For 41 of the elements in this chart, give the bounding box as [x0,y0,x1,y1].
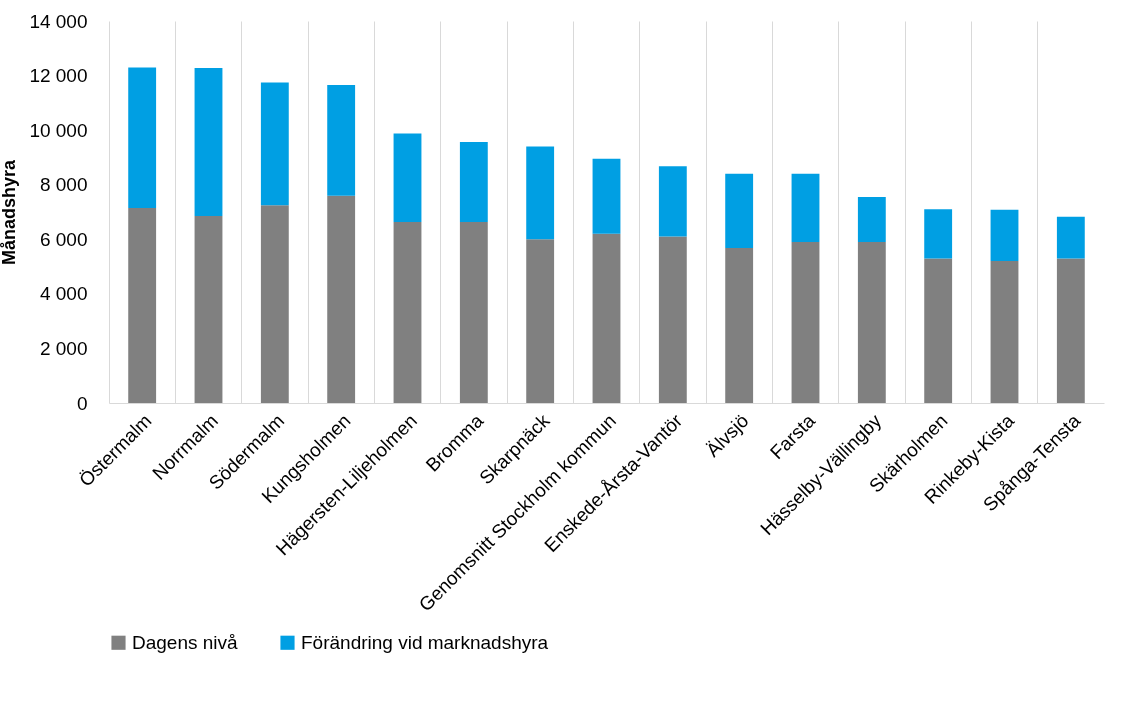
bar [725,248,754,403]
bar [857,242,886,403]
bar [526,239,555,403]
bar [393,222,422,403]
legend-label: Dagens nivå [132,631,239,653]
y-tick-label: 0 [76,392,88,414]
y-axis-title: Månadshyra [0,159,20,266]
bar [592,158,621,234]
bar [194,216,223,403]
y-tick-label: 10 000 [29,119,88,141]
bar [725,173,754,249]
bar [260,82,289,206]
bar [658,236,687,403]
bar [327,195,356,403]
bar [990,261,1019,403]
bar [857,196,886,243]
bar [791,173,820,243]
bar [393,133,422,223]
bar [526,146,555,240]
bar [194,67,223,217]
y-tick-label: 4 000 [39,283,88,305]
bar [658,166,687,237]
bar [327,85,356,196]
bar [924,258,953,403]
bar [459,141,488,223]
bar [459,222,488,403]
bar [990,209,1019,262]
bar [260,205,289,403]
bar [128,67,157,208]
bar [1056,216,1085,259]
legend-label: Förändring vid marknadshyra [301,631,549,653]
bar [791,242,820,403]
y-tick-label: 14 000 [29,10,88,32]
bar [924,209,953,259]
y-tick-label: 2 000 [39,337,88,359]
bar [592,233,621,403]
y-tick-label: 12 000 [29,65,88,87]
bar [128,207,157,403]
y-tick-label: 8 000 [39,174,88,196]
bar [1056,258,1085,403]
y-tick-label: 6 000 [39,228,88,250]
